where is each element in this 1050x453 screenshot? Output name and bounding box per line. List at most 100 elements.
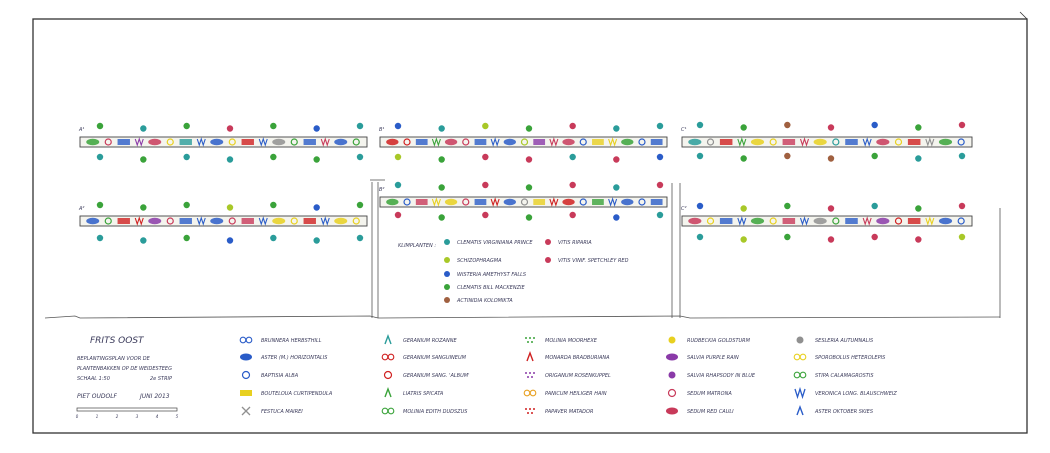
legend-name: SEDUM RED CAULI [687, 409, 734, 415]
climber-legend-heading: KLIMPLANTEN : [398, 243, 436, 249]
climber-dot [525, 125, 533, 132]
strip-plant-mark [290, 217, 298, 225]
climber-dot [482, 122, 489, 130]
strip-plant-mark [474, 199, 487, 205]
planting-strip: C¹ [681, 127, 973, 148]
strip-plant-mark [462, 138, 470, 146]
climber-dot [871, 121, 878, 129]
climber-dot [613, 184, 620, 191]
legend-symbol [667, 388, 677, 398]
legend-item: MOLINIA EDITH DUDSZUS [381, 407, 468, 415]
legend-item: SEDUM RED CAULI [666, 407, 734, 415]
strip-plant-mark [638, 198, 646, 206]
strip-box [79, 136, 368, 148]
strip-plant-mark [549, 197, 559, 207]
strip-plant-mark [832, 217, 840, 225]
strip-plant-mark [320, 216, 330, 226]
climber-dot [827, 124, 835, 131]
legend-symbol [668, 371, 676, 379]
climber-dot [226, 125, 234, 132]
strip-plant-mark [592, 139, 604, 145]
legend-name: RUDBECKIA GOLDSTURM [687, 338, 751, 344]
climber-dot [270, 201, 277, 209]
legend-symbol [383, 370, 393, 380]
title-author: PIET OUDOLF [77, 393, 118, 400]
legend-name: ASTER (M.) HORIZONTALIS [260, 355, 328, 361]
legend-item: BOUTELOUA CURTIPENDULA [240, 390, 333, 397]
strip-box [379, 196, 668, 208]
climber-dot [356, 153, 364, 161]
strip-plant-mark [638, 138, 646, 146]
legend-symbol [794, 386, 806, 400]
climber-dot [958, 233, 966, 241]
strip-plant-mark [549, 137, 559, 147]
legend-name: BAPTISIA ALBA [261, 373, 299, 379]
legend-symbol [241, 406, 251, 416]
climber-dot [827, 205, 835, 212]
climber-dot [96, 122, 104, 130]
strip-plant-mark [196, 137, 206, 147]
strip-plant-mark [228, 138, 236, 146]
climber-dot [313, 125, 320, 132]
legend-symbol [384, 334, 392, 345]
strip-plant-mark [938, 217, 953, 225]
strip-plant-mark [490, 197, 500, 207]
title-desc-line-3: SCHAAL 1:50 [77, 376, 110, 382]
climber-dot [270, 153, 277, 161]
legend-item: GERANIUM ROZANNE [384, 334, 457, 345]
legend-symbol [666, 353, 678, 361]
strip-plant-mark [769, 138, 777, 146]
strip-plant-mark [210, 217, 224, 225]
strip-plant-mark [490, 137, 500, 147]
climber-legend-swatch [444, 257, 450, 263]
climber-dot [827, 236, 835, 243]
strip-plant-mark [241, 218, 254, 224]
strip-plant-mark [907, 218, 921, 224]
title-desc-line-1: BEPLANTINGSPLAN VOOR DE [77, 356, 151, 362]
legend-symbol [666, 407, 678, 415]
planting-strip: A² [78, 206, 368, 227]
legend-name: SPOROBOLUS HETEROLEPIS [815, 355, 886, 361]
legend-name: GERANIUM ROZANNE [403, 338, 457, 344]
strip-plant-mark [579, 198, 587, 206]
title-date: JUNI 2013 [139, 393, 170, 400]
climber-dot [96, 153, 104, 161]
strip-plant-mark [290, 138, 298, 146]
strip-plant-mark [334, 138, 348, 146]
climber-dot [226, 204, 234, 211]
strip-plant-mark [813, 217, 827, 225]
climber-dot [740, 236, 747, 243]
legend-name: MOLINIA MOORHEXE [545, 338, 598, 344]
facade-outline [44, 179, 1001, 319]
legend-symbol [525, 372, 535, 378]
strip-label: A¹ [78, 127, 84, 133]
climber-legend-name: CLEMATIS VIRGINIANA PRINCE [457, 240, 533, 246]
strip-plant-mark [592, 199, 604, 205]
planting-strip: A¹ [78, 127, 368, 148]
strip-plant-mark [533, 139, 546, 145]
legend-symbol [239, 336, 253, 344]
climber-dot [958, 121, 966, 129]
strip-plant-mark [503, 198, 516, 206]
strip-plant-mark [166, 138, 174, 146]
strip-box [681, 136, 973, 148]
legend-item: ASTER (M.) HORIZONTALIS [240, 353, 328, 361]
strip-plant-mark [179, 139, 192, 145]
planting-strip: C² [681, 206, 973, 227]
climber-dot [871, 233, 878, 241]
scale-bar [76, 407, 178, 412]
climber-dot [696, 202, 704, 210]
legend-item: ORIGANUM ROSENKUPPEL [525, 372, 611, 379]
legend-item: SESLERIA AUTUMNALIS [796, 336, 874, 344]
climber-dot [784, 121, 791, 129]
legend-item: SEDUM MATRONA [667, 388, 732, 398]
legend-item: SPOROBOLUS HETEROLEPIS [793, 353, 886, 361]
climber-dots [96, 121, 966, 244]
climber-dot [394, 211, 402, 219]
strip-plant-mark [862, 216, 872, 226]
strip-plant-mark [334, 217, 348, 225]
climber-dot [183, 234, 190, 242]
strip-plant-mark [621, 138, 634, 146]
legend-name: PAPAVER MATADOR [545, 409, 593, 415]
climber-legend-name: CLEMATIS BILL MACKENZIE [457, 285, 525, 291]
